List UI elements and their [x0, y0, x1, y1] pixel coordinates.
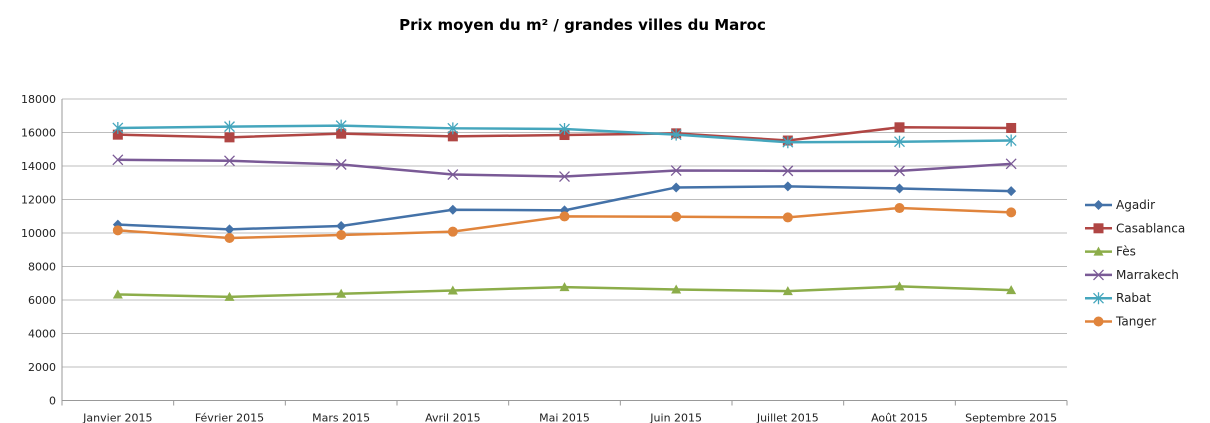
legend-item: Tanger: [1085, 315, 1156, 329]
y-tick-label: 12000: [21, 194, 56, 207]
data-point-triangle: [1006, 285, 1017, 295]
chart-title: Prix moyen du m² / grandes villes du Mar…: [399, 16, 766, 34]
data-point-square: [336, 128, 347, 139]
series-marrakech: [112, 154, 1017, 183]
y-tick-label: 18000: [21, 93, 56, 106]
data-point-triangle: [894, 281, 905, 291]
data-point-circle: [112, 225, 123, 236]
legend-label: Rabat: [1116, 291, 1151, 305]
data-point-x: [335, 159, 347, 170]
y-tick-label: 8000: [28, 261, 56, 274]
legend-item: Rabat: [1085, 291, 1151, 305]
data-point-circle: [894, 203, 905, 214]
data-point-circle: [224, 233, 235, 244]
data-point-x: [559, 171, 570, 183]
data-point-triangle: [1093, 246, 1104, 256]
data-point-star: [112, 121, 124, 134]
data-point-square: [559, 130, 570, 141]
y-tick-label: 4000: [28, 328, 56, 341]
y-tick-label: 6000: [28, 294, 56, 307]
legend-label: Fès: [1116, 245, 1136, 259]
data-point-square: [894, 122, 905, 133]
data-point-diamond: [224, 224, 235, 235]
data-point-x: [782, 165, 794, 177]
legend-label: Casablanca: [1116, 221, 1185, 235]
legend-label: Tanger: [1115, 315, 1156, 329]
data-point-triangle: [112, 289, 123, 299]
legend-item: Casablanca: [1085, 221, 1185, 235]
data-point-x: [1093, 269, 1104, 281]
data-point-circle: [447, 226, 458, 237]
data-point-x: [112, 154, 124, 166]
series-tanger: [112, 203, 1017, 244]
y-tick-label: 14000: [21, 160, 56, 173]
data-point-diamond: [1093, 200, 1104, 210]
series-rabat: [112, 119, 1017, 149]
legend-label: Agadir: [1116, 198, 1155, 212]
data-point-triangle: [224, 291, 235, 301]
y-tick-label: 2000: [28, 361, 56, 374]
data-point-triangle: [336, 288, 347, 298]
x-tick-label: Juin 2015: [649, 412, 702, 423]
data-point-circle: [1093, 316, 1104, 327]
x-tick-label: Mars 2015: [312, 412, 370, 423]
data-point-diamond: [894, 183, 905, 194]
data-point-triangle: [782, 286, 793, 296]
series-line: [117, 158, 1012, 178]
data-point-star: [224, 120, 235, 133]
data-point-square: [224, 132, 235, 143]
series-agadir: [112, 181, 1017, 235]
x-tick-label: Septembre 2015: [965, 412, 1057, 423]
x-tick-label: Avril 2015: [425, 412, 481, 423]
data-point-star: [335, 119, 347, 132]
legend-item: Agadir: [1085, 198, 1155, 212]
data-point-star: [1093, 292, 1104, 305]
legend-item: Fès: [1085, 245, 1136, 259]
x-tick-label: Février 2015: [195, 412, 264, 423]
data-point-star: [782, 136, 794, 149]
legend-label: Marrakech: [1116, 268, 1179, 282]
data-point-star: [559, 122, 570, 135]
data-point-x: [1005, 158, 1017, 170]
data-point-circle: [336, 230, 347, 241]
data-point-x: [670, 165, 682, 176]
data-point-star: [894, 135, 905, 148]
data-point-diamond: [336, 220, 347, 231]
data-point-diamond: [782, 181, 793, 192]
x-tick-label: Janvier 2015: [82, 412, 152, 423]
data-point-square: [1006, 122, 1017, 133]
data-point-x: [224, 155, 235, 167]
data-point-triangle: [447, 285, 458, 295]
data-point-circle: [559, 211, 570, 222]
data-point-diamond: [447, 204, 458, 215]
y-tick-label: 10000: [21, 227, 56, 240]
series-fès: [112, 281, 1017, 301]
data-point-square: [112, 129, 123, 140]
x-tick-label: Mai 2015: [539, 412, 590, 423]
data-point-square: [1093, 223, 1104, 234]
data-point-x: [894, 165, 905, 177]
data-point-x: [447, 169, 459, 181]
x-tick-label: Juillet 2015: [756, 412, 819, 423]
data-point-star: [447, 122, 459, 135]
data-point-triangle: [671, 284, 682, 294]
data-point-square: [447, 131, 458, 142]
data-point-star: [1005, 134, 1017, 147]
data-point-star: [670, 128, 682, 141]
y-tick-label: 0: [49, 395, 56, 408]
y-tick-label: 16000: [21, 127, 56, 140]
data-point-diamond: [1006, 186, 1017, 197]
data-point-circle: [1006, 207, 1017, 218]
data-point-diamond: [671, 182, 682, 193]
legend-item: Marrakech: [1085, 268, 1179, 282]
data-point-triangle: [559, 282, 570, 292]
data-point-circle: [782, 212, 793, 223]
data-point-circle: [671, 211, 682, 222]
x-tick-label: Août 2015: [871, 412, 928, 423]
